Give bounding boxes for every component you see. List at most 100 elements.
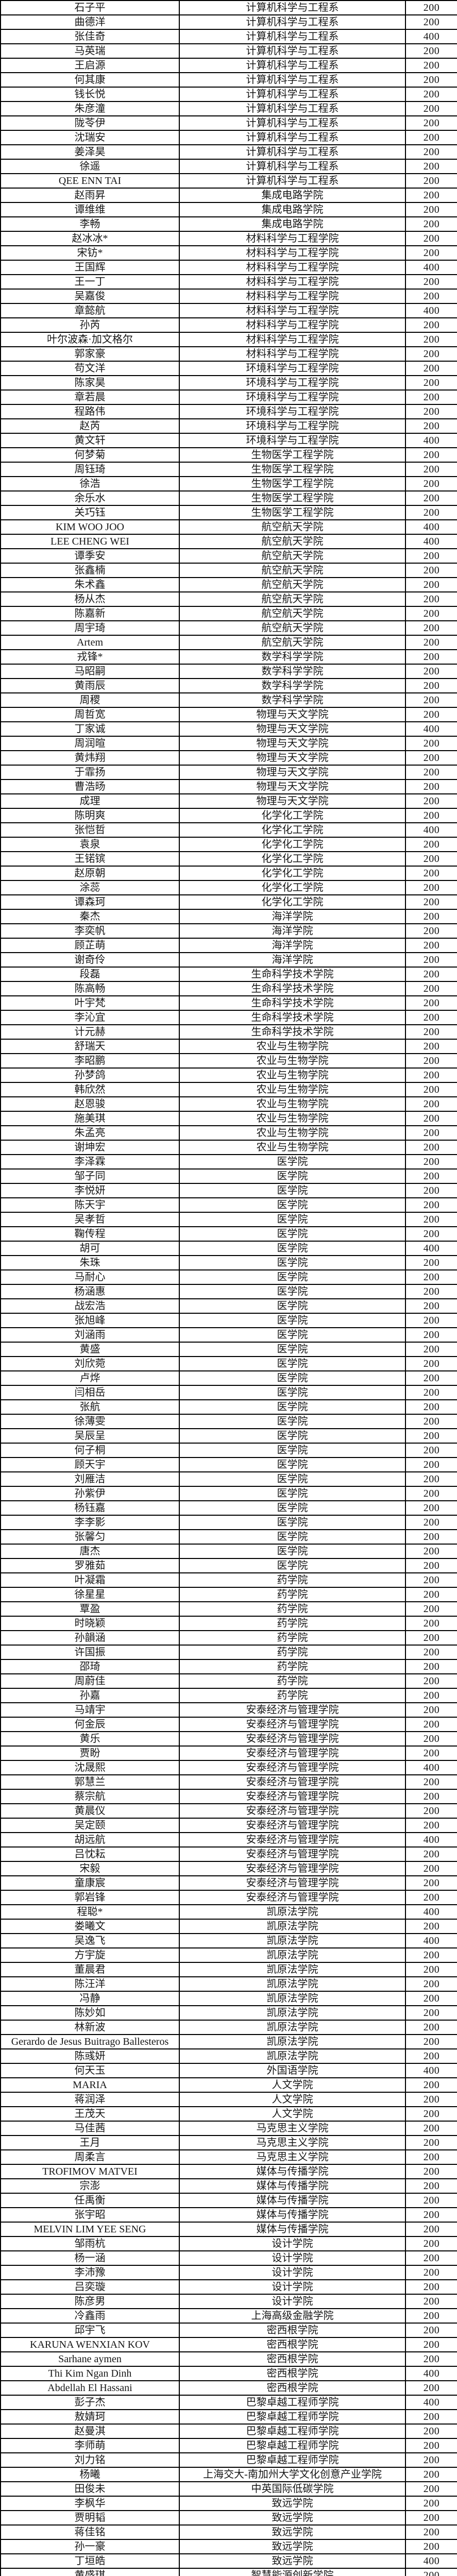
table-row: 徐浩 生物医学工程学院 200 (0, 476, 457, 492)
student-name-cell: 徐遥 (0, 159, 180, 174)
student-name-cell: 周哲宽 (0, 707, 180, 722)
student-name-cell: 李师萌 (0, 2438, 180, 2453)
student-name-cell: 任禹衡 (0, 2193, 180, 2208)
student-name-cell: 周蔚佳 (0, 1673, 180, 1689)
table-row: 邵琦 药学院 200 (0, 1659, 457, 1674)
student-name-cell: KIM WOO JOO (0, 519, 180, 535)
amount-cell: 200 (405, 1587, 457, 1602)
student-name-cell: 鞠传程 (0, 1226, 180, 1242)
amount-cell: 200 (405, 173, 457, 189)
department-cell: 数学科学学院 (179, 664, 406, 679)
student-name-cell: 舒瑞天 (0, 1039, 180, 1054)
table-row: 黄盛琪 智慧能源创新学院 200 (0, 2568, 457, 2576)
student-name-cell: 张佳奇 (0, 29, 180, 44)
amount-cell: 200 (405, 1731, 457, 1747)
student-name-cell: 吴逸飞 (0, 1933, 180, 1948)
table-row: 郭岩锋 安泰经济与管理学院 200 (0, 1890, 457, 1905)
department-cell: 航空航天学院 (179, 620, 406, 636)
amount-cell: 200 (405, 2048, 457, 2064)
table-row: 程路伟 环境科学与工程学院 200 (0, 404, 457, 419)
department-cell: 医学院 (179, 1500, 406, 1516)
amount-cell: 200 (405, 1558, 457, 1573)
department-cell: 巴黎卓越工程师学院 (179, 2424, 406, 2439)
table-row: 孙嘉 药学院 200 (0, 1688, 457, 1703)
student-name-cell: 周润暄 (0, 736, 180, 751)
table-row: 张航 医学院 200 (0, 1399, 457, 1415)
amount-cell: 200 (405, 2178, 457, 2194)
amount-cell: 400 (405, 721, 457, 737)
table-row: 杨曦 上海交大-南加州大学文化创意产业学院 200 (0, 2467, 457, 2482)
department-cell: 医学院 (179, 1544, 406, 1559)
student-name-cell: 孙嘉 (0, 1688, 180, 1703)
amount-cell: 200 (405, 1515, 457, 1530)
department-cell: 媒体与传播学院 (179, 2207, 406, 2223)
department-cell: 材料科学与工程学院 (179, 303, 406, 318)
department-cell: 农业与生物学院 (179, 1039, 406, 1054)
student-name-cell: Gerardo de Jesus Buitrago Ballesteros (0, 2034, 180, 2049)
table-row: 苟文洋 环境科学与工程学院 200 (0, 361, 457, 376)
table-row: 刘涵雨 医学院 200 (0, 1327, 457, 1343)
table-row: 黄炜翔 物理与天文学院 200 (0, 750, 457, 766)
amount-cell: 200 (405, 1269, 457, 1285)
student-name-cell: 黄雨辰 (0, 678, 180, 693)
department-cell: 致远学院 (179, 2553, 406, 2569)
table-row: 赵芮 环境科学与工程学院 200 (0, 418, 457, 434)
amount-cell: 200 (405, 1529, 457, 1545)
student-name-cell: 马靖宇 (0, 1702, 180, 1718)
amount-cell: 200 (405, 1183, 457, 1198)
amount-cell: 200 (405, 2005, 457, 2021)
amount-cell: 200 (405, 2121, 457, 2136)
table-row: 黄乐 安泰经济与管理学院 200 (0, 1731, 457, 1747)
department-cell: 医学院 (179, 1399, 406, 1415)
department-cell: 医学院 (179, 1327, 406, 1343)
student-name-cell: 童康宸 (0, 1875, 180, 1891)
department-cell: 密西根学院 (179, 2337, 406, 2352)
amount-cell: 200 (405, 1789, 457, 1804)
department-cell: 物理与天文学院 (179, 793, 406, 809)
student-name-cell: 黄文轩 (0, 433, 180, 448)
department-cell: 物理与天文学院 (179, 765, 406, 780)
student-name-cell: 余乐水 (0, 490, 180, 506)
amount-cell: 200 (405, 289, 457, 304)
amount-cell: 200 (405, 2034, 457, 2049)
department-cell: 计算机科学与工程系 (179, 144, 406, 160)
department-cell: 马克思主义学院 (179, 2149, 406, 2165)
amount-cell: 200 (405, 1096, 457, 1112)
department-cell: 马克思主义学院 (179, 2135, 406, 2150)
student-name-cell: 周柔言 (0, 2149, 180, 2165)
student-name-cell: 张旭峰 (0, 1313, 180, 1328)
department-cell: 智慧能源创新学院 (179, 2568, 406, 2576)
amount-cell: 200 (405, 2250, 457, 2266)
department-cell: 环境科学与工程学院 (179, 375, 406, 391)
amount-cell: 200 (405, 1976, 457, 1992)
department-cell: 医学院 (179, 1385, 406, 1400)
department-cell: 上海交大-南加州大学文化创意产业学院 (179, 2467, 406, 2482)
student-name-cell: 孙梦鸽 (0, 1067, 180, 1083)
amount-cell: 400 (405, 1933, 457, 1948)
department-cell: 设计学院 (179, 2294, 406, 2309)
student-name-cell: 朱珠 (0, 1255, 180, 1270)
table-row: 舒瑞天 农业与生物学院 200 (0, 1039, 457, 1054)
amount-cell: 200 (405, 2222, 457, 2237)
table-row: 张旭峰 医学院 200 (0, 1313, 457, 1328)
amount-cell: 200 (405, 1991, 457, 2006)
department-cell: 材料科学与工程学院 (179, 317, 406, 333)
amount-cell: 200 (405, 967, 457, 982)
table-row: 彭子杰 巴黎卓越工程师学院 400 (0, 2395, 457, 2410)
amount-cell: 200 (405, 188, 457, 203)
student-name-cell: 曹浩旸 (0, 779, 180, 794)
table-row: 郭家豪 材料科学与工程学院 200 (0, 346, 457, 362)
department-cell: 农业与生物学院 (179, 1125, 406, 1141)
amount-cell: 200 (405, 2092, 457, 2107)
amount-cell: 400 (405, 260, 457, 275)
department-cell: 密西根学院 (179, 2351, 406, 2367)
department-cell: 环境科学与工程学院 (179, 433, 406, 448)
department-cell: 上海高级金融学院 (179, 2308, 406, 2324)
table-row: 秦杰 海洋学院 200 (0, 909, 457, 924)
table-row: 董晨君 凯原法学院 200 (0, 1962, 457, 1977)
department-cell: 设计学院 (179, 2279, 406, 2295)
amount-cell: 200 (405, 1890, 457, 1905)
student-name-cell: 谭季安 (0, 548, 180, 564)
department-cell: 航空航天学院 (179, 534, 406, 549)
table-row: 贾盼 安泰经济与管理学院 200 (0, 1745, 457, 1761)
